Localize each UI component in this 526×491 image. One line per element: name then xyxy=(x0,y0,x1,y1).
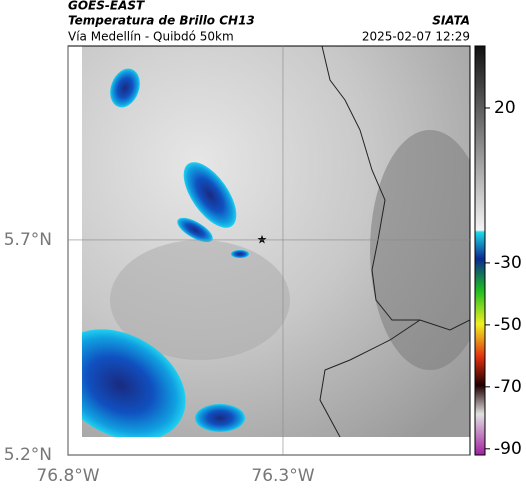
colorbar-tick-label: -30 xyxy=(494,253,522,273)
brand: SIATA xyxy=(432,14,470,28)
location-marker: ★ xyxy=(257,233,268,247)
colorbar-tick-label: -70 xyxy=(494,377,522,397)
timestamp: 2025-02-07 12:29 xyxy=(362,30,470,44)
colorbar xyxy=(474,45,486,456)
y-tick-label: 5.2°N xyxy=(4,445,52,465)
x-tick-label: 76.8°W xyxy=(36,466,99,486)
subtitle: Vía Medellín - Quibdó 50km xyxy=(68,30,234,44)
colorbar-tick-label: -50 xyxy=(494,315,522,335)
source: GOES-EAST xyxy=(68,0,145,13)
title: Temperatura de Brillo CH13 xyxy=(68,14,255,28)
colorbar-tick-label: 20 xyxy=(494,98,516,118)
y-tick-label: 5.7°N xyxy=(4,230,52,250)
colorbar-tick-label: -90 xyxy=(494,439,522,459)
satellite-image xyxy=(82,46,470,437)
x-tick-label: 76.3°W xyxy=(251,466,314,486)
